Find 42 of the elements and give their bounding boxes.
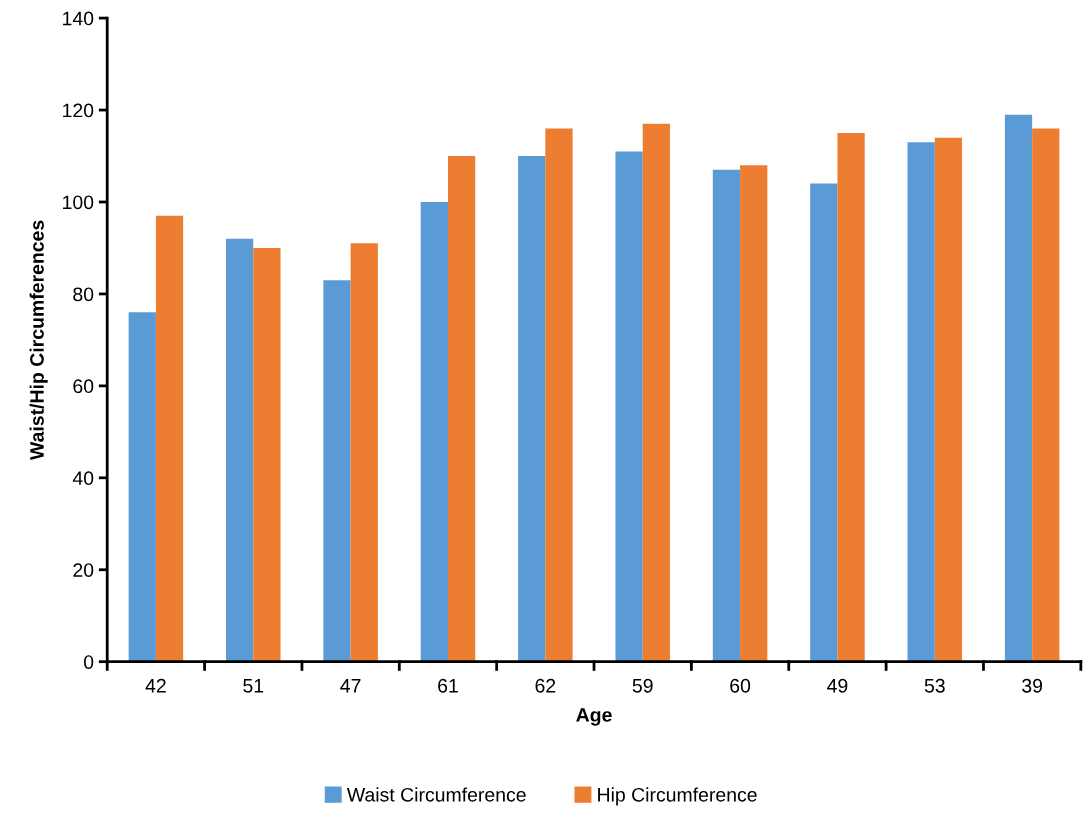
x-tick-label: 53 — [924, 678, 945, 693]
bar — [128, 312, 156, 662]
bar — [226, 238, 254, 662]
x-axis-title: Age — [576, 708, 612, 726]
y-tick-label: 80 — [73, 287, 94, 302]
bar — [1032, 128, 1060, 662]
bar — [934, 137, 963, 662]
x-tick-label: 51 — [243, 679, 264, 693]
bar — [837, 133, 865, 662]
y-tick-label: 120 — [63, 103, 94, 118]
bar — [253, 247, 281, 662]
bar — [740, 165, 768, 662]
bar — [518, 156, 546, 662]
bar — [350, 243, 378, 662]
bar — [907, 142, 935, 662]
x-tick-label: 59 — [632, 678, 653, 693]
y-tick-label: 60 — [73, 379, 94, 394]
y-tick-label: 20 — [73, 563, 94, 577]
bar — [323, 280, 351, 662]
y-tick-label: 100 — [63, 195, 94, 210]
legend-label: Hip Circumference — [598, 787, 757, 806]
bar — [615, 151, 643, 662]
bar — [712, 169, 741, 662]
x-tick-label: 39 — [1022, 678, 1043, 693]
bar — [1004, 114, 1033, 662]
bar — [155, 215, 184, 662]
y-axis-title: Waist/Hip Circumferences — [29, 220, 48, 460]
x-tick-label: 60 — [730, 678, 751, 693]
bar — [420, 201, 448, 662]
x-tick-label: 61 — [438, 678, 458, 693]
x-tick-label: 47 — [340, 679, 361, 693]
y-tick-label: 0 — [83, 655, 94, 669]
legend-label: Waist Circumference — [346, 787, 526, 802]
bar — [810, 183, 838, 662]
bar — [642, 123, 670, 662]
y-tick-label: 140 — [63, 11, 94, 26]
bar — [545, 128, 573, 662]
x-tick-label: 49 — [827, 678, 848, 693]
bar — [447, 156, 476, 662]
x-tick-label: 62 — [535, 678, 556, 693]
y-tick-label: 40 — [72, 471, 94, 486]
x-tick-label: 42 — [145, 678, 166, 693]
